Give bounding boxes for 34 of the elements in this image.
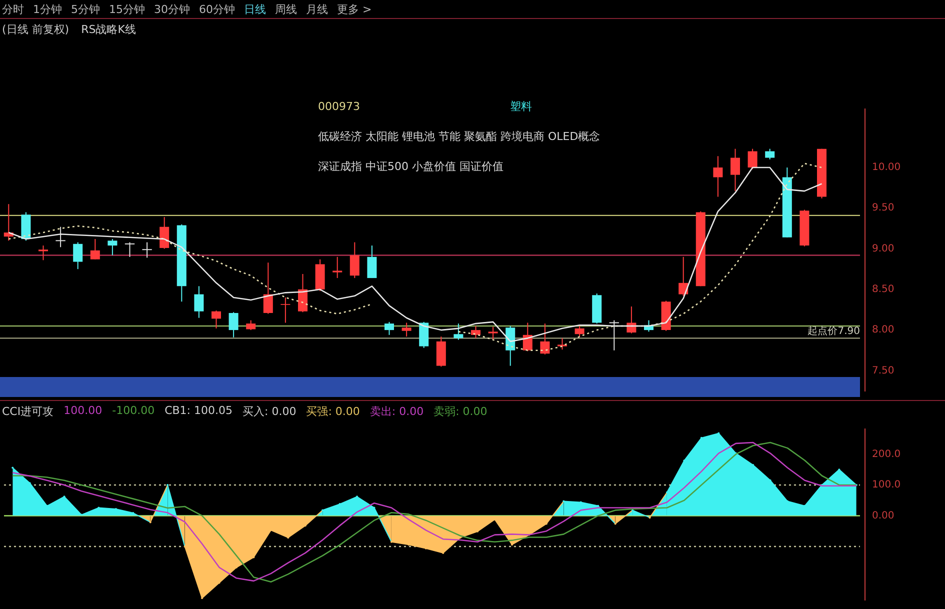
text: 100.00 (64, 404, 102, 419)
y-tick-label: 8.00 (872, 324, 894, 336)
text: 1分钟 (33, 2, 62, 17)
y-tick-label: 100.0 (872, 480, 901, 491)
text: 月线 (306, 2, 328, 17)
y-tick-label: 7.50 (872, 365, 894, 376)
y-tick-label: 9.50 (872, 202, 894, 214)
text: CB1: 100.05 (164, 404, 232, 419)
y-tick-label: 8.50 (872, 284, 894, 296)
ref-line-label: 起点价7.90 (808, 324, 860, 337)
text: 卖出: 0.00 (370, 404, 424, 419)
text: 日线 (244, 2, 266, 17)
text: 15分钟 (109, 2, 145, 17)
text: 卖弱: 0.00 (434, 404, 488, 419)
text: 60分钟 (199, 2, 235, 17)
text: 周线 (275, 2, 297, 17)
y-tick-label: 0.00 (872, 510, 894, 522)
text: 5分钟 (71, 2, 100, 17)
annotation: 000973 (318, 99, 360, 115)
y-tick-label: 200.0 (872, 448, 901, 460)
annotation: 低碳经济 太阳能 锂电池 节能 聚氨酯 跨境电商 OLED概念 (318, 129, 600, 145)
text: RS战略K线 (81, 22, 136, 37)
annotation: 塑料 (510, 99, 532, 115)
text: 分时 (2, 2, 24, 17)
y-tick-label: 10.00 (872, 162, 901, 174)
text: (日线 前复权) (2, 22, 70, 37)
annotation: 深证成指 中证500 小盘价值 国证价值 (318, 159, 504, 175)
text: 买强: 0.00 (306, 404, 360, 419)
chart-title: CCI进可攻 (2, 404, 54, 419)
text: 买入: 0.00 (242, 404, 296, 419)
text: -100.00 (112, 404, 155, 419)
text: 30分钟 (154, 2, 190, 17)
y-tick-label: 9.00 (872, 243, 894, 254)
text: 更多 > (337, 2, 372, 17)
